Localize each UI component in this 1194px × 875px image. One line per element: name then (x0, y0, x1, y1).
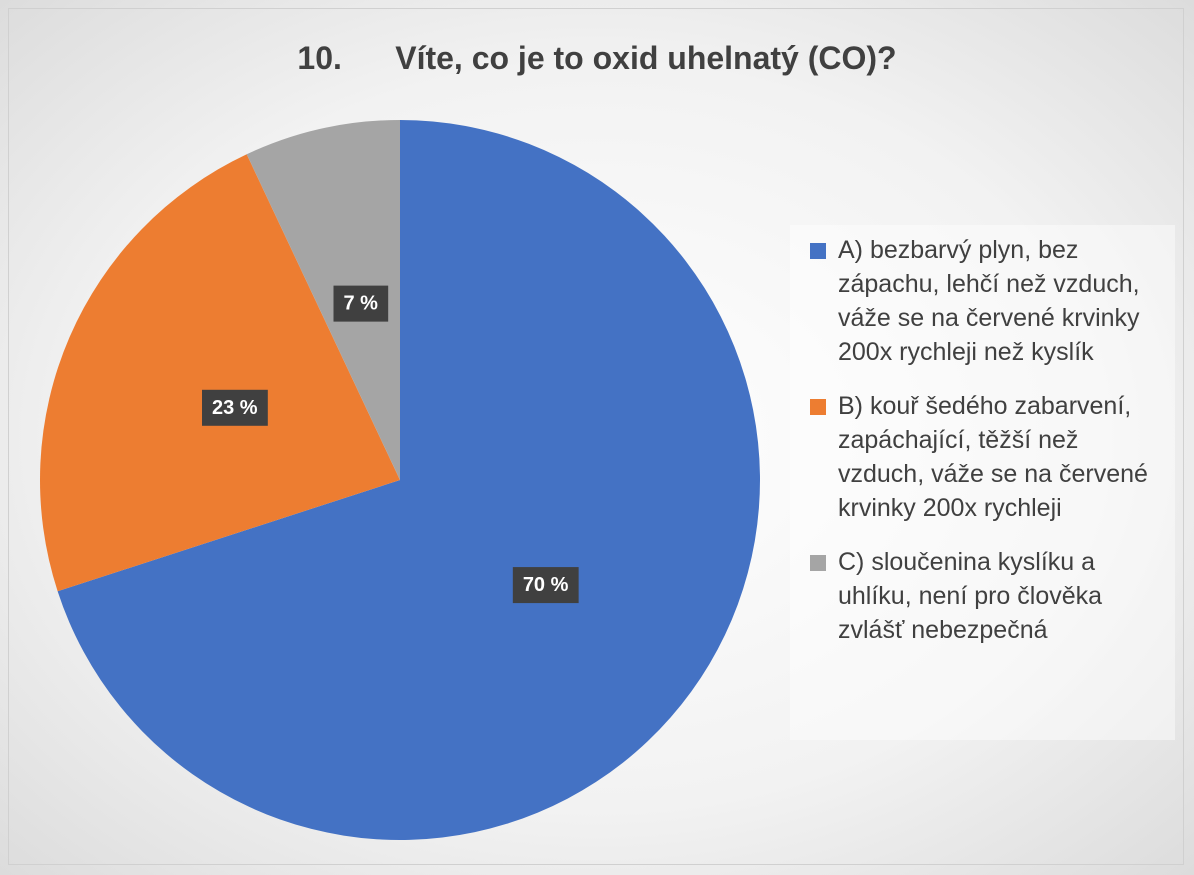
data-label: 70 % (523, 574, 569, 596)
legend-entry: B) kouř šedého zabarvení, zapáchající, t… (800, 389, 1165, 525)
legend: A) bezbarvý plyn, bez zápachu, lehčí než… (790, 225, 1175, 740)
chart-border (8, 8, 1184, 865)
legend-swatch (810, 243, 826, 259)
legend-swatch (810, 399, 826, 415)
legend-label: A) bezbarvý plyn, bez zápachu, lehčí než… (838, 236, 1140, 366)
legend-entry: C) sloučenina kyslíku a uhlíku, není pro… (800, 545, 1165, 647)
pie-slice (246, 120, 400, 480)
pie-slice (57, 120, 761, 841)
data-label-box (202, 389, 268, 426)
legend-label: C) sloučenina kyslíku a uhlíku, není pro… (838, 548, 1103, 644)
pie-slice (39, 154, 400, 592)
data-label: 23 % (212, 397, 258, 419)
data-label: 7 % (343, 293, 378, 315)
data-label-box (512, 567, 579, 604)
data-label-box (333, 285, 389, 322)
legend-entry: A) bezbarvý plyn, bez zápachu, lehčí než… (800, 233, 1165, 369)
legend-label: B) kouř šedého zabarvení, zapáchající, t… (838, 392, 1148, 522)
chart-title: 10. Víte, co je to oxid uhelnatý (CO)? (297, 40, 897, 76)
legend-swatch (810, 555, 826, 571)
